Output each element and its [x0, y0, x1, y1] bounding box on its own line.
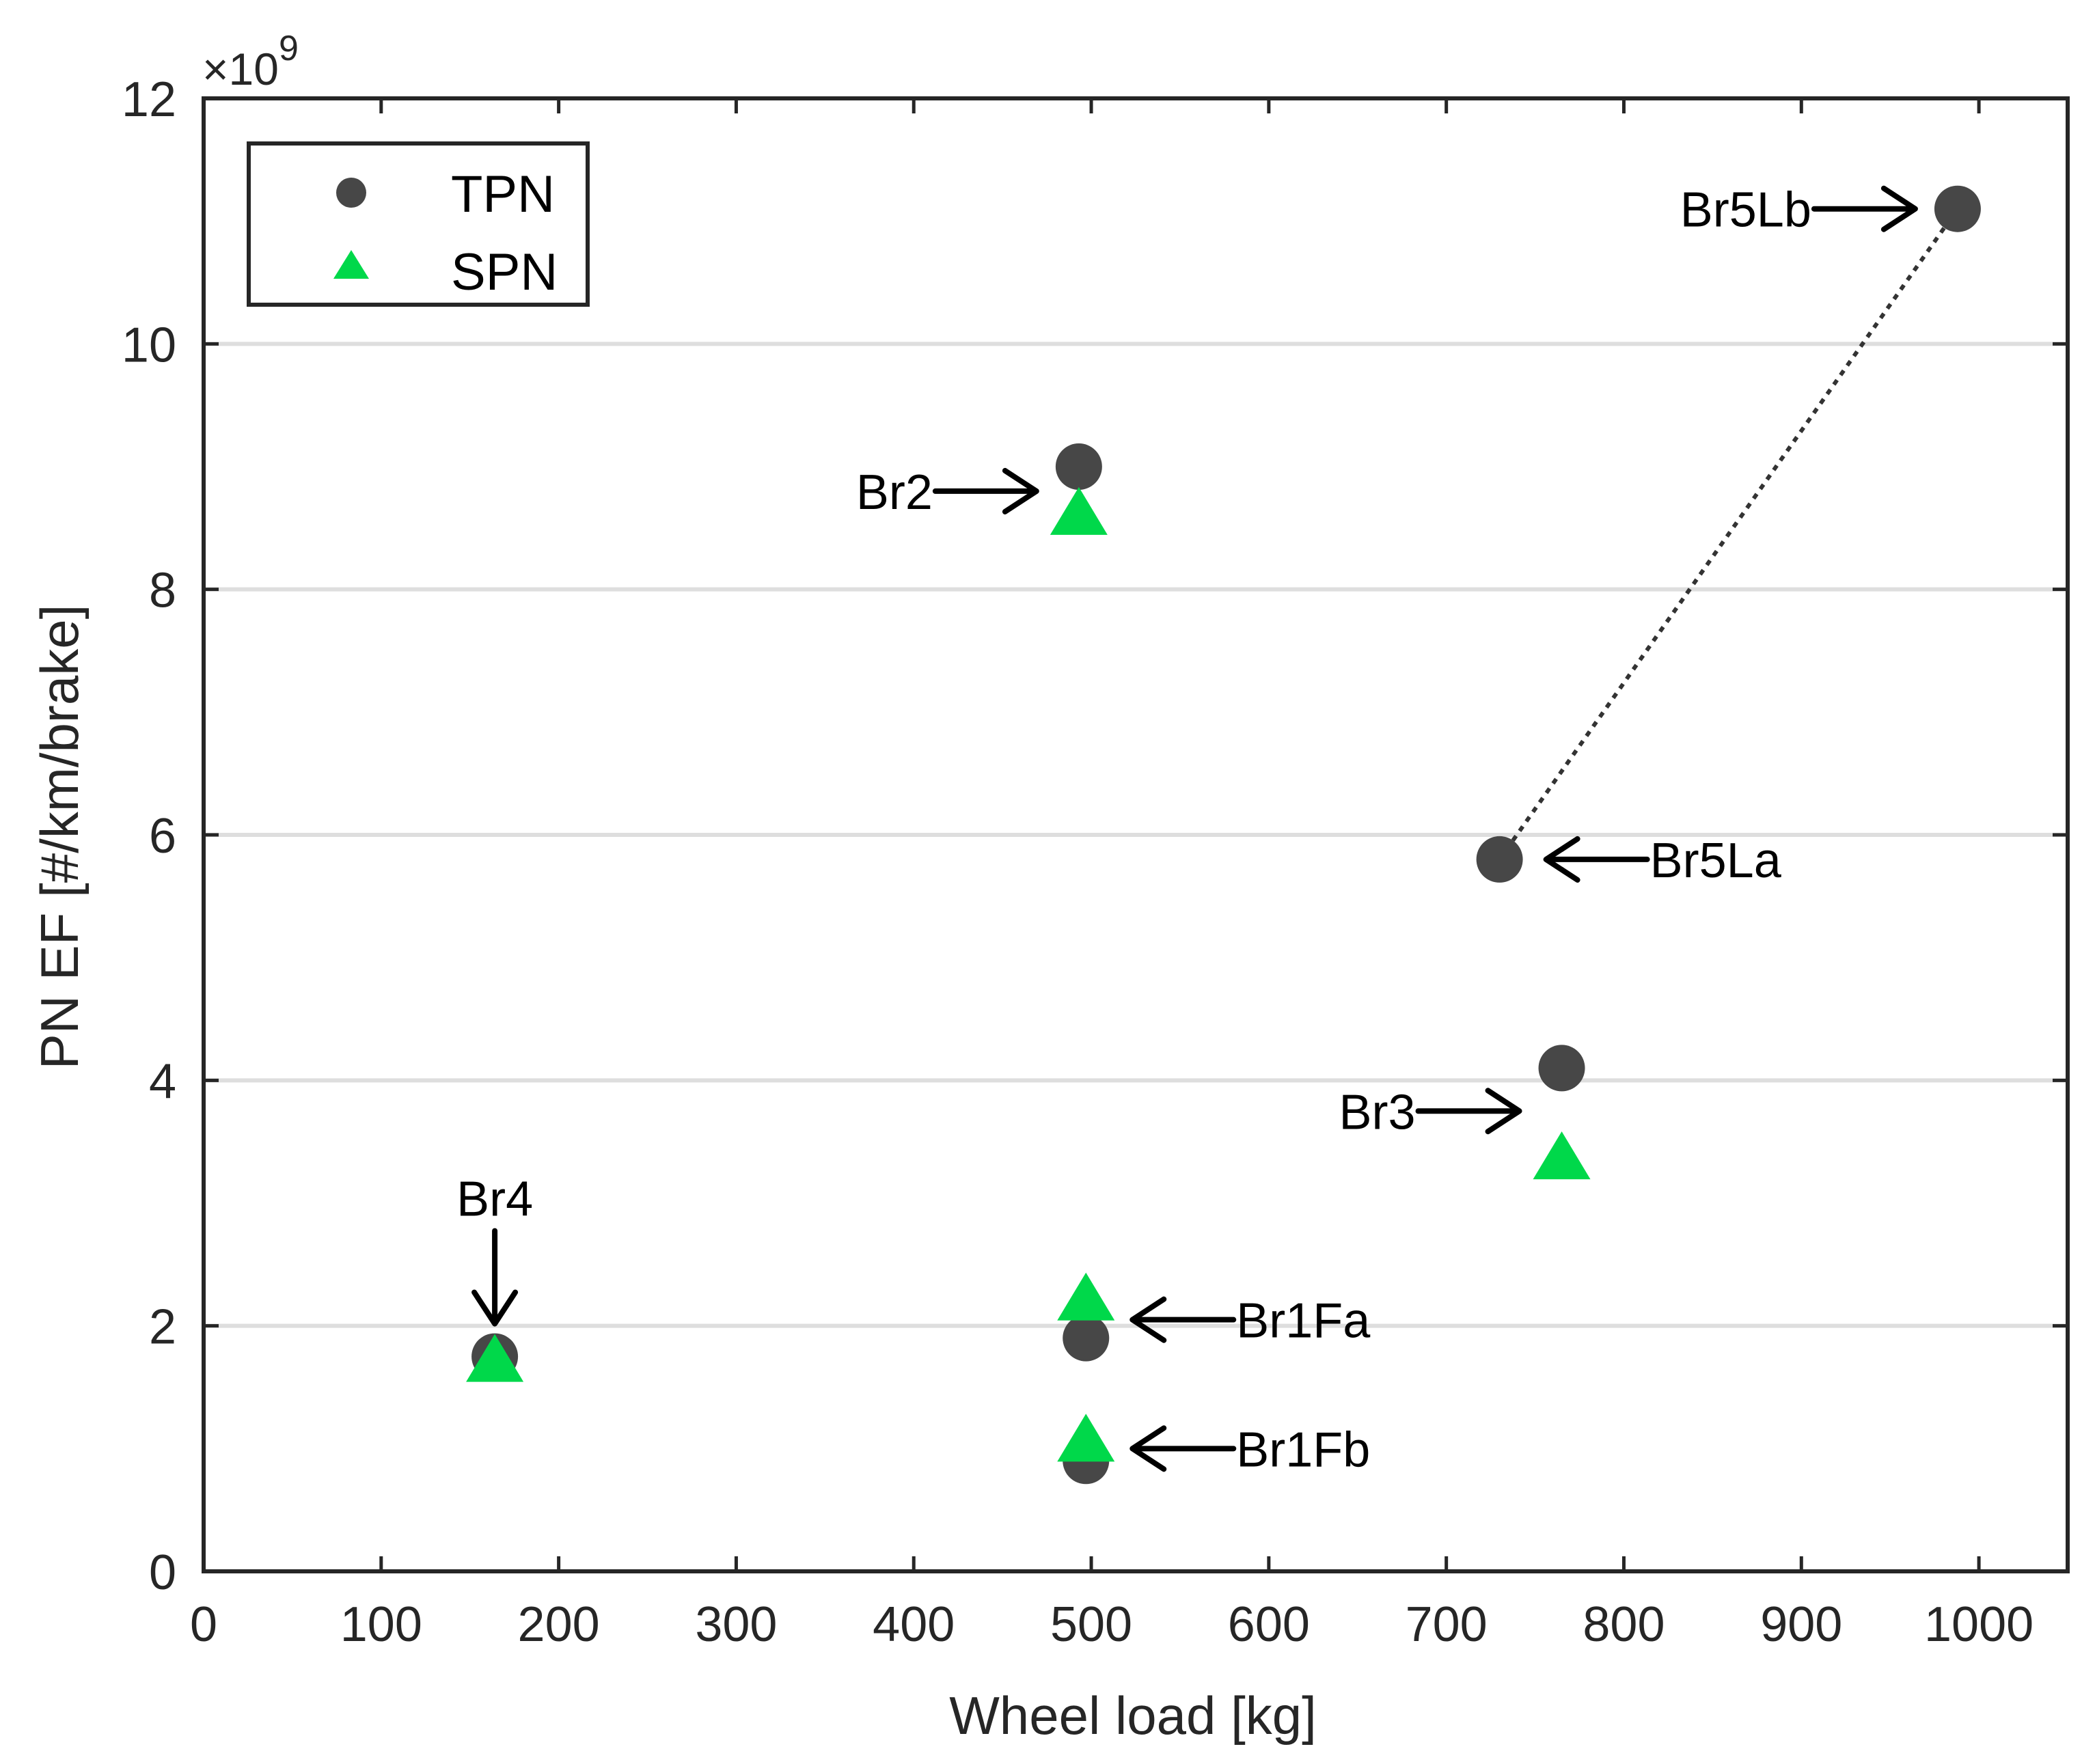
y-tick-label: 10 [122, 318, 176, 372]
point-spn [1533, 1131, 1591, 1180]
annotation-arrow [1129, 1296, 1237, 1343]
dotted-connector [1498, 207, 1960, 861]
legend-spn-marker [333, 250, 369, 279]
point-tpn [1538, 1045, 1585, 1092]
legend-tpn-label: TPN [451, 165, 555, 223]
y-tick-label: 0 [149, 1545, 176, 1600]
x-tick-label: 300 [695, 1597, 777, 1652]
y-exponent-times: ×10 [202, 44, 279, 94]
annotation-arrow [1811, 185, 1918, 232]
y-axis-ticks: 0 2 4 6 8 10 12 [122, 72, 2068, 1600]
annotations: Br5Lb Br2 Br5La Br3 Br4 Br1Fa Br1Fb [456, 183, 1918, 1477]
x-tick-label: 0 [190, 1597, 217, 1652]
y-tick-label: 6 [149, 809, 176, 864]
annotation-arrow [471, 1228, 519, 1327]
point-spn [1057, 1272, 1115, 1321]
x-tick-label: 900 [1760, 1597, 1842, 1652]
x-axis-label: Wheel load [kg] [949, 1685, 1317, 1746]
annotation-label-br1fa: Br1Fa [1236, 1294, 1371, 1349]
x-axis-ticks: 0 100 200 300 400 500 600 700 800 900 1000 [190, 98, 2034, 1652]
x-tick-label: 1000 [1924, 1597, 2034, 1652]
legend-spn-label: SPN [451, 243, 558, 301]
point-spn [1050, 486, 1108, 535]
x-tick-label: 200 [518, 1597, 600, 1652]
annotation-label-br5lb: Br5Lb [1680, 183, 1811, 238]
y-tick-label: 2 [149, 1300, 176, 1355]
annotation-label-br4: Br4 [456, 1172, 533, 1227]
grid-lines [204, 342, 2068, 1328]
x-tick-label: 700 [1406, 1597, 1488, 1652]
annotation-arrow [1129, 1425, 1237, 1472]
point-tpn [1063, 1314, 1110, 1362]
x-tick-label: 400 [873, 1597, 955, 1652]
connector-line [1498, 207, 1960, 861]
point-spn [466, 1334, 524, 1382]
annotation-label-br3: Br3 [1339, 1085, 1415, 1140]
legend-box [247, 141, 590, 307]
point-tpn [1055, 443, 1102, 490]
y-axis-exponent: ×109 [202, 29, 299, 94]
annotation-label-br1fb: Br1Fb [1236, 1422, 1370, 1477]
y-exponent-power: 9 [279, 29, 299, 68]
point-tpn [1476, 836, 1523, 883]
annotation-label-br5la: Br5La [1650, 833, 1782, 888]
x-tick-label: 600 [1228, 1597, 1310, 1652]
annotation-label-br2: Br2 [856, 465, 933, 520]
legend-tpn-marker [336, 178, 366, 208]
y-axis-label: PN EF [#/km/brake] [29, 605, 90, 1070]
annotation-arrow [932, 467, 1039, 514]
x-tick-label: 800 [1583, 1597, 1665, 1652]
y-tick-label: 12 [122, 72, 176, 127]
y-tick-label: 4 [149, 1054, 176, 1109]
annotation-arrow [1543, 836, 1650, 883]
plot-frame [202, 96, 2070, 1573]
point-tpn [1934, 185, 1981, 232]
annotation-arrow [1415, 1088, 1522, 1135]
data-points [466, 185, 1981, 1485]
x-tick-label: 100 [340, 1597, 422, 1652]
y-tick-label: 8 [149, 564, 176, 618]
point-spn [1057, 1414, 1115, 1462]
legend: TPN SPN [247, 141, 590, 307]
x-tick-label: 500 [1050, 1597, 1132, 1652]
